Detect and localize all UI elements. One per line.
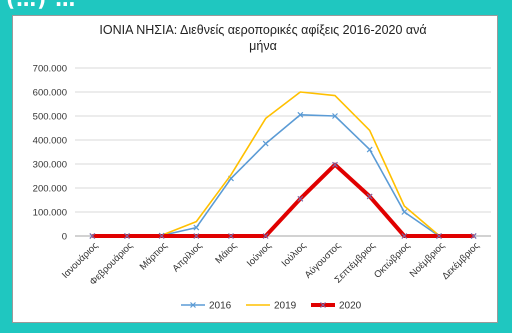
- data-point: [470, 233, 477, 239]
- x-tick-label: Οκτώβριος: [372, 240, 413, 281]
- data-point: [193, 224, 200, 231]
- y-tick-label: 400.000: [33, 136, 67, 147]
- legend-item-2016: 2016: [181, 301, 232, 312]
- x-tick-label: Δεκέμβριος: [440, 240, 482, 282]
- data-point: [89, 233, 96, 239]
- data-point: [228, 233, 234, 239]
- y-tick-label: 600.000: [33, 88, 67, 99]
- legend-item-2020: 2020: [311, 301, 362, 312]
- chart-frame: ΙΟΝΙΑ ΝΗΣΙΑ: Διεθνείς αεροπορικές αφίξει…: [12, 15, 498, 323]
- y-tick-label: 100.000: [33, 208, 67, 219]
- data-point: [401, 209, 408, 215]
- data-point: [332, 113, 338, 119]
- y-tick-label: 700.000: [33, 64, 67, 75]
- x-tick-label: Μάιος: [213, 240, 239, 266]
- gridlines: [75, 67, 491, 237]
- data-point: [297, 195, 304, 202]
- legend-label: 2020: [339, 301, 362, 312]
- data-point: [262, 233, 269, 239]
- y-tick-label: 300.000: [33, 160, 67, 171]
- y-tick-label: 500.000: [33, 112, 67, 123]
- x-tick-label: Μάρτιος: [138, 240, 170, 272]
- x-tick-label: Ιούνιος: [245, 240, 274, 269]
- series-lines: [89, 91, 477, 239]
- data-point: [297, 111, 304, 118]
- y-tick-label: 200.000: [33, 184, 67, 195]
- y-axis-ticks: 0 100.000 200.000 300.000 400.000 500.000 600.…: [33, 64, 67, 243]
- series-line-2020: [92, 162, 474, 238]
- x-tick-label: Ιούλιος: [280, 240, 309, 269]
- data-point: [401, 233, 408, 239]
- chart-title-line-1: ΙΟΝΙΑ ΝΗΣΙΑ: Διεθνείς αεροπορικές αφίξει…: [99, 23, 426, 37]
- data-point: [193, 233, 200, 239]
- data-point: [332, 161, 338, 168]
- data-point: [366, 146, 373, 153]
- legend-label: 2019: [274, 301, 297, 312]
- legend-item-2019: 2019: [246, 301, 297, 312]
- x-tick-label: Απρίλιος: [170, 240, 204, 274]
- data-point: [436, 233, 442, 239]
- y-tick-label: 0: [62, 232, 67, 243]
- data-point: [124, 233, 130, 239]
- legend-label: 2016: [209, 301, 232, 312]
- banner-text: (…) …: [6, 0, 76, 11]
- chart-title-line-2: μήνα: [249, 39, 277, 53]
- line-chart: ΙΟΝΙΑ ΝΗΣΙΑ: Διεθνείς αεροπορικές αφίξει…: [33, 23, 491, 312]
- legend: 2016 2019 2020: [181, 301, 362, 312]
- data-point: [262, 140, 269, 147]
- data-point: [366, 193, 373, 200]
- data-point: [158, 233, 165, 239]
